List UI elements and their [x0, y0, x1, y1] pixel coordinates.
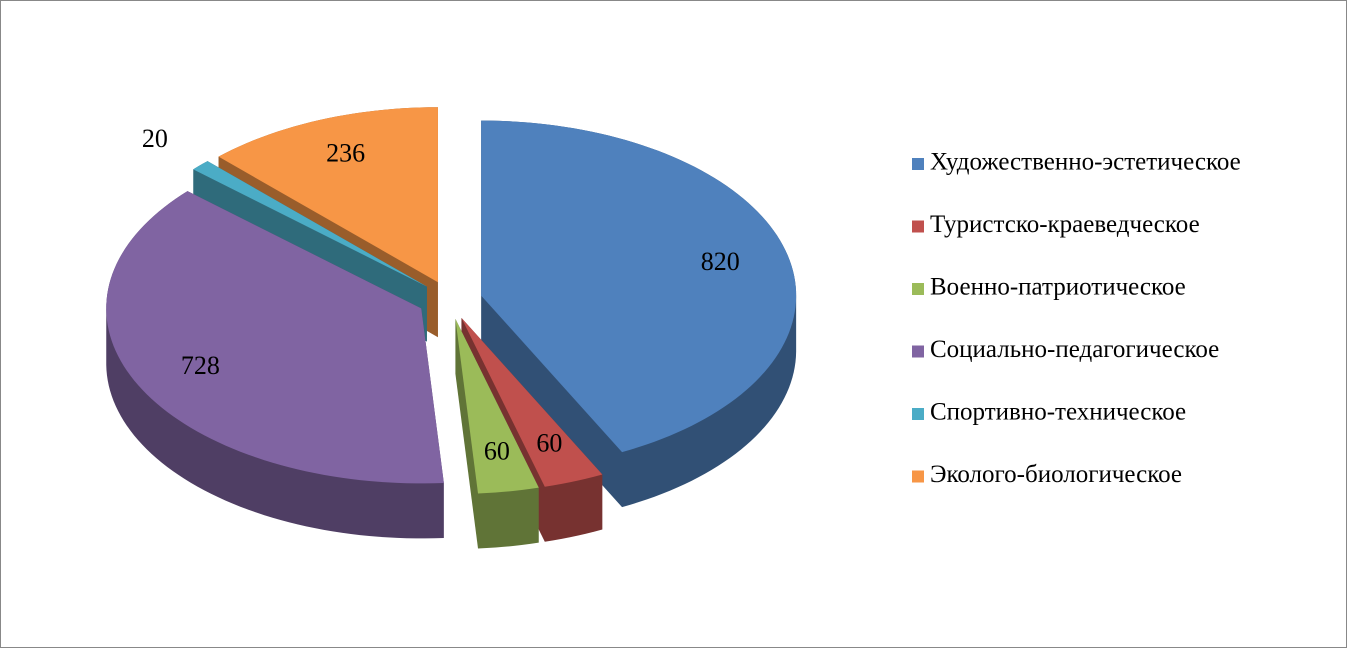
data-label: 728: [181, 351, 220, 380]
slice: [193, 161, 427, 287]
data-label: 20: [142, 124, 168, 153]
legend-swatch: [912, 408, 924, 420]
legend-swatch: [912, 470, 924, 483]
legend-swatch: [912, 220, 924, 233]
legend-label: Социально-педагогическое: [930, 336, 1219, 363]
slice: [481, 120, 797, 453]
data-label: 236: [326, 139, 365, 168]
legend-label: Спортивно-техническое: [930, 399, 1186, 426]
pie: [106, 107, 797, 549]
legend-label: Военно-патриотическое: [930, 274, 1186, 301]
legend: Художественно-эстетическое Туристско-крае…: [912, 149, 1241, 488]
legend-swatch: [912, 158, 924, 170]
slice: [218, 107, 438, 283]
legend-label: Эколого-биологическое: [930, 461, 1182, 488]
slice: [106, 191, 444, 484]
data-label: 820: [701, 247, 740, 276]
legend-label: Художественно-эстетическое: [930, 149, 1241, 176]
labels: 820 60 60 728 20 236: [142, 124, 740, 466]
legend-swatch: [912, 345, 924, 358]
data-label: 60: [536, 428, 562, 457]
legend-swatch: [912, 283, 924, 295]
slice: [455, 318, 539, 494]
data-label: 60: [484, 436, 510, 465]
legend-label: Туристско-краеведческое: [930, 211, 1200, 238]
slice: [461, 317, 603, 487]
